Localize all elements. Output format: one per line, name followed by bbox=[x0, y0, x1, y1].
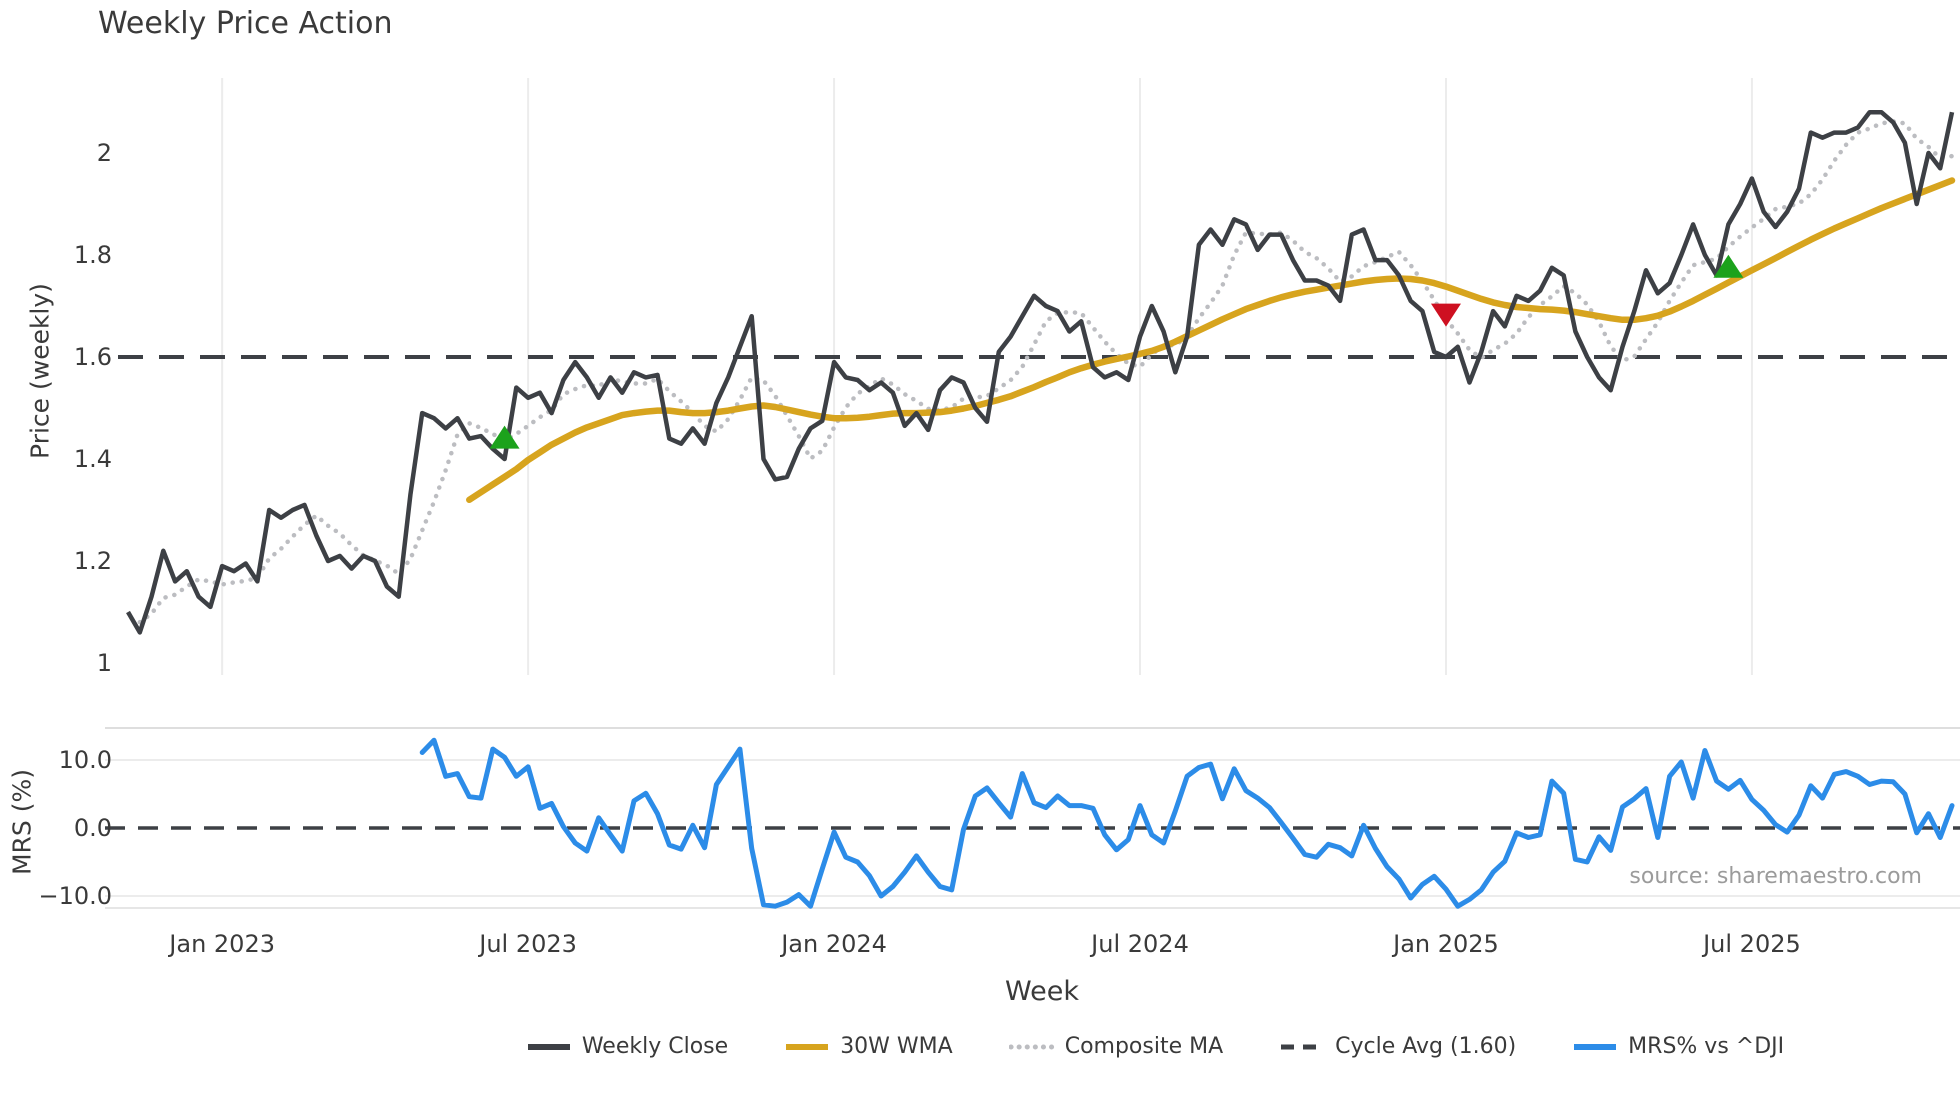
legend-item-weekly-close: Weekly Close bbox=[526, 1034, 728, 1059]
mrs-axis-label: MRS (%) bbox=[7, 768, 37, 876]
mrs-tick-label: 0.0 bbox=[74, 814, 112, 842]
composite-ma-swatch bbox=[1008, 1044, 1055, 1049]
x-tick-label: Jul 2023 bbox=[477, 930, 577, 958]
sell-signal-marker bbox=[1430, 303, 1461, 327]
x-tick-label: Jan 2025 bbox=[1391, 930, 1499, 958]
chart-title: Weekly Price Action bbox=[98, 6, 393, 41]
weekly-close-line bbox=[126, 109, 1955, 635]
weekly-close-swatch bbox=[527, 1043, 570, 1050]
x-tick-label: Jan 2024 bbox=[779, 930, 887, 958]
legend-item-30w-wma: 30W WMA bbox=[784, 1034, 953, 1059]
price-tick-label: 1.4 bbox=[74, 445, 112, 473]
cycle-avg-1-60-swatch bbox=[1281, 1044, 1324, 1049]
price-tick-label: 2 bbox=[97, 139, 112, 167]
buy-signal-marker bbox=[489, 425, 520, 449]
x-axis-label: Week bbox=[1005, 976, 1079, 1007]
x-tick-label: Jul 2024 bbox=[1089, 930, 1189, 958]
mrs-tick-label: 10.0 bbox=[59, 746, 112, 774]
legend-item-mrs-vs-dji: MRS% vs ^DJI bbox=[1572, 1034, 1784, 1059]
30w-wma-swatch bbox=[786, 1043, 829, 1050]
mrs-line bbox=[419, 737, 1955, 909]
mrs-tick-label: −10.0 bbox=[38, 882, 112, 910]
legend: Weekly Close 30W WMA Composite MA Cycle Avg… bbox=[350, 1034, 1960, 1059]
x-tick-label: Jul 2025 bbox=[1701, 930, 1801, 958]
x-tick-label: Jan 2023 bbox=[167, 930, 275, 958]
price-axis-label: Price (weekly) bbox=[25, 283, 55, 459]
legend-label: MRS% vs ^DJI bbox=[1628, 1034, 1785, 1059]
legend-label: Cycle Avg (1.60) bbox=[1335, 1034, 1517, 1059]
legend-label: 30W WMA bbox=[840, 1034, 953, 1059]
price-tick-label: 1.6 bbox=[74, 343, 112, 371]
mrs-vs-dji-swatch bbox=[1574, 1043, 1617, 1050]
wma-line bbox=[466, 177, 1956, 504]
buy-signal-marker bbox=[1713, 254, 1744, 278]
legend-item-cycle-avg-1-60: Cycle Avg (1.60) bbox=[1279, 1034, 1516, 1059]
source-note: source: sharemaestro.com bbox=[1629, 864, 1922, 889]
legend-label: Weekly Close bbox=[581, 1034, 729, 1059]
price-tick-label: 1.2 bbox=[74, 547, 112, 575]
price-tick-label: 1 bbox=[97, 649, 112, 677]
price-tick-label: 1.8 bbox=[74, 241, 112, 269]
legend-item-composite-ma: Composite MA bbox=[1008, 1034, 1224, 1059]
composite-ma-line bbox=[137, 119, 1955, 625]
legend-label: Composite MA bbox=[1064, 1034, 1224, 1059]
